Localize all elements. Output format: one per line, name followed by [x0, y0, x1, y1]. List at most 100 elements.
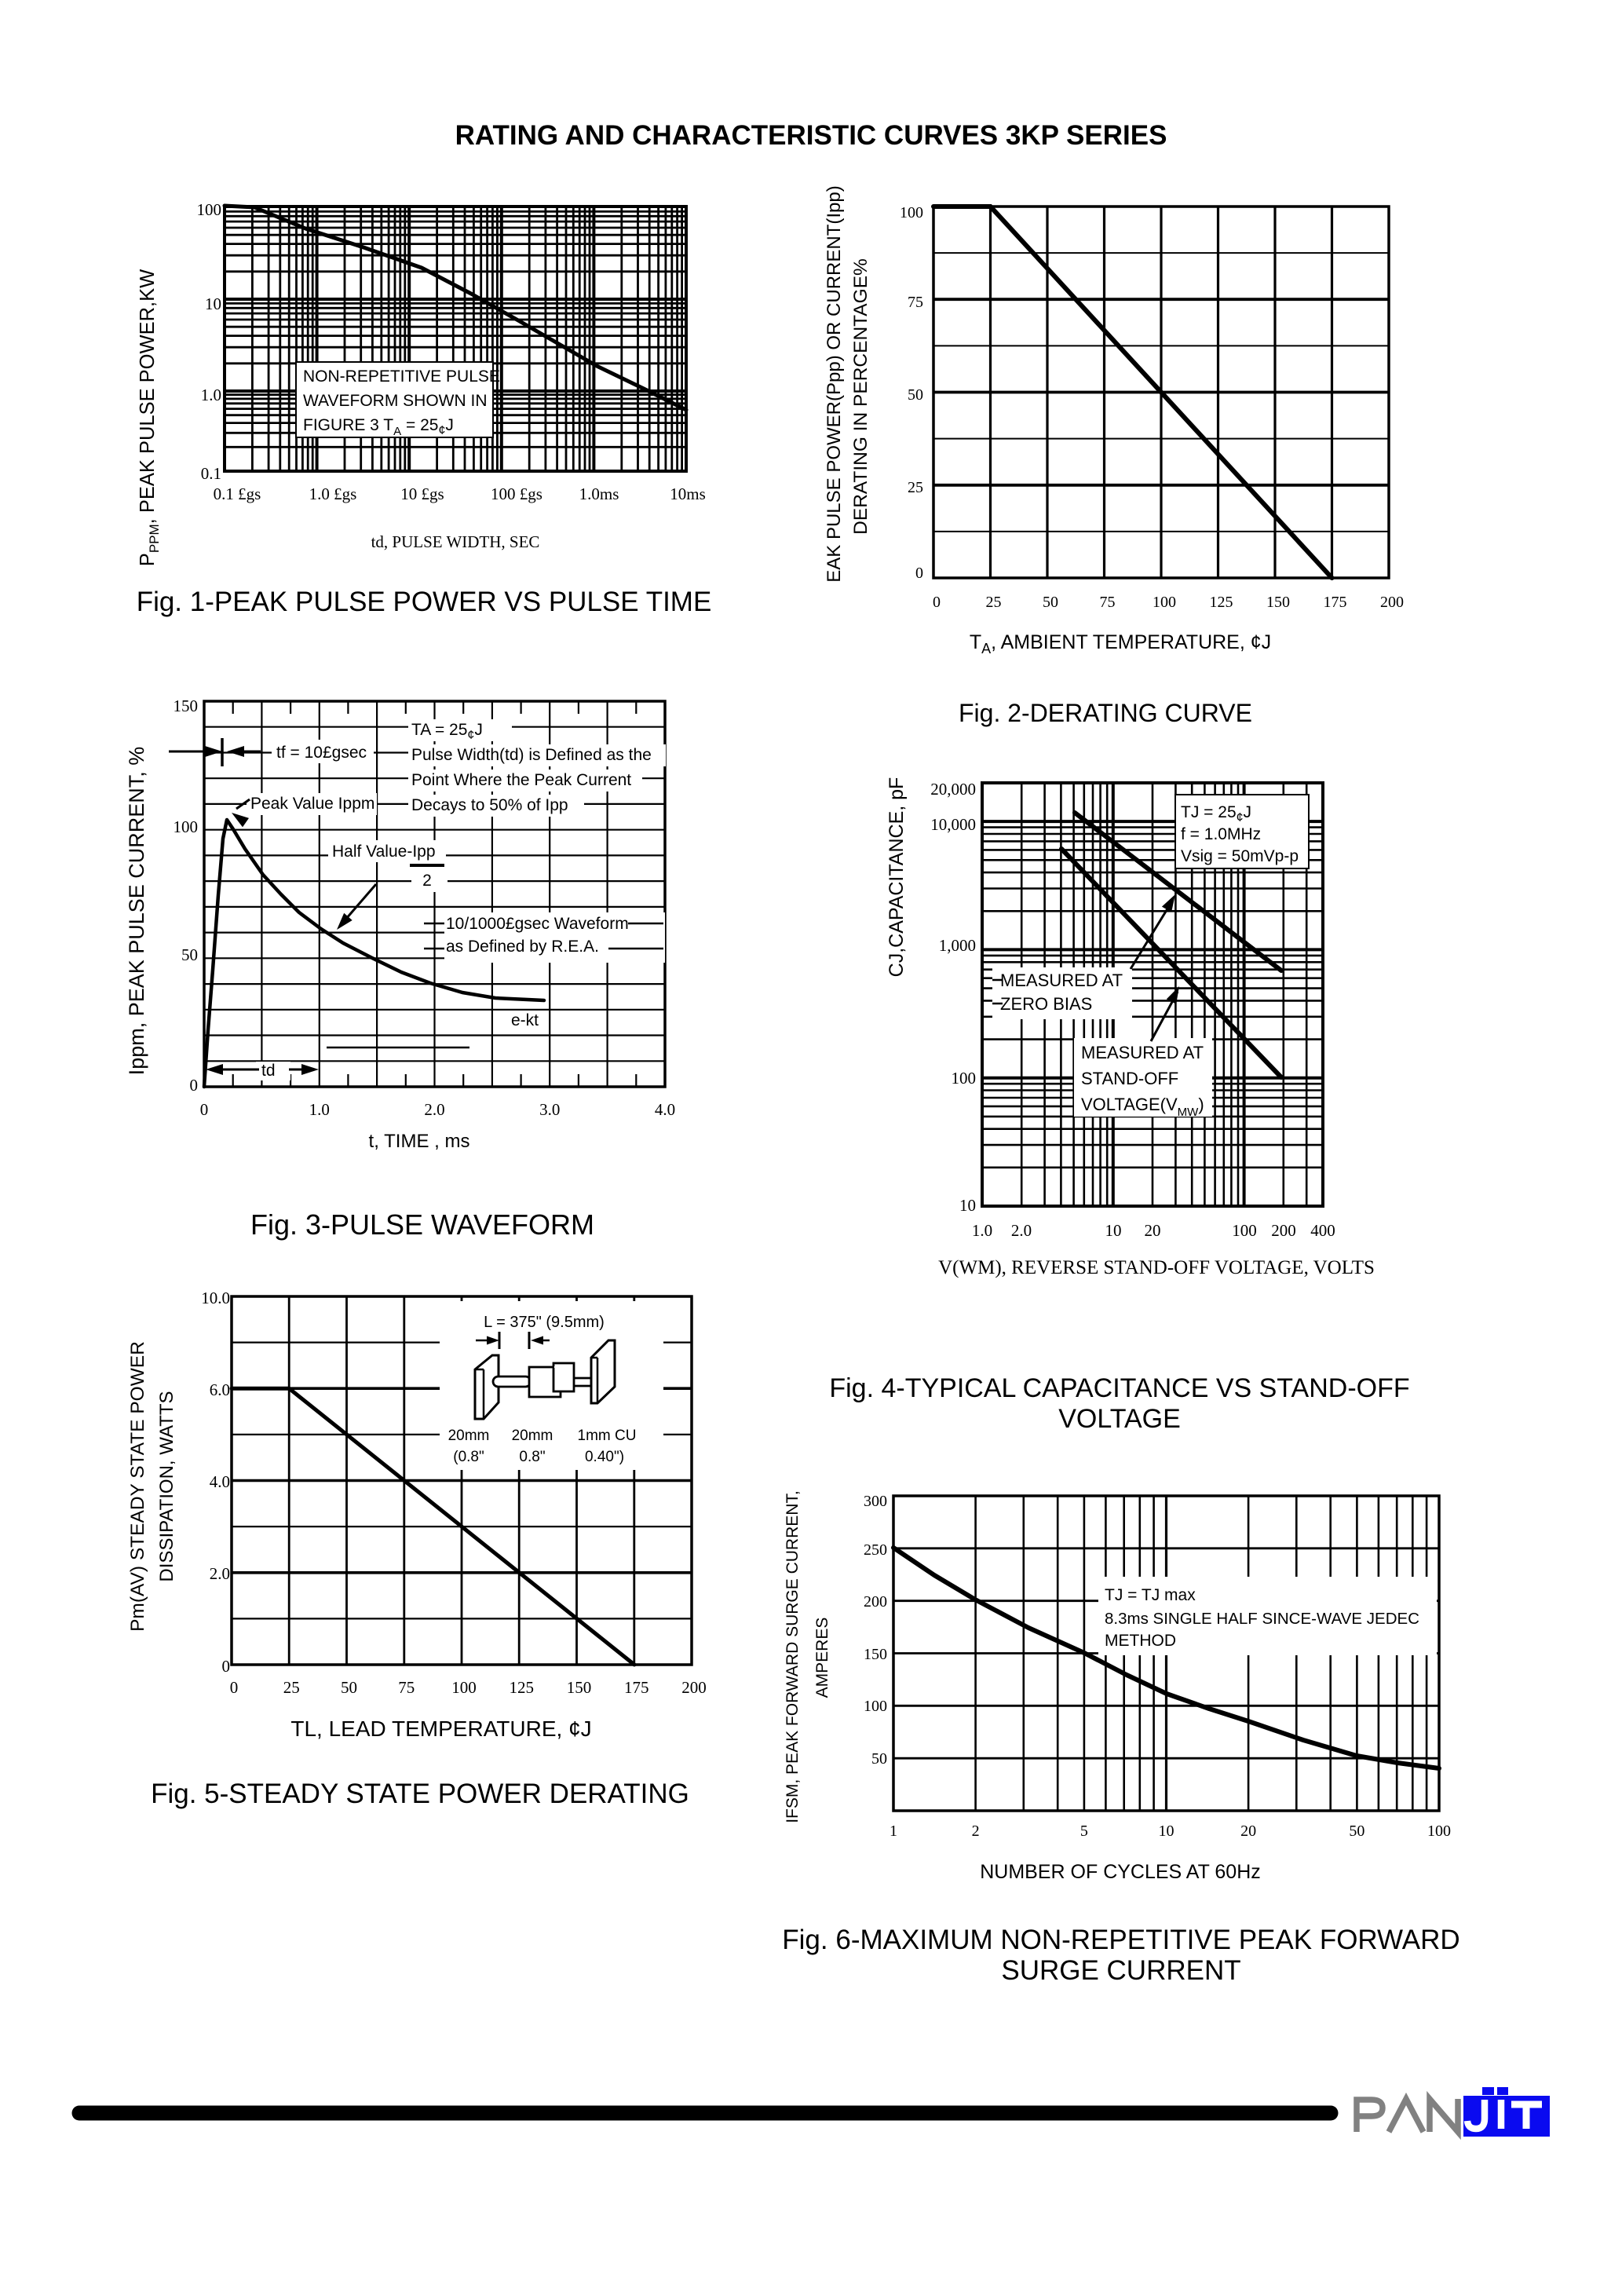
svg-text:250: 250: [864, 1541, 887, 1559]
svg-text:10: 10: [1159, 1823, 1174, 1840]
svg-text:25: 25: [986, 594, 1002, 611]
svg-text:150: 150: [567, 1678, 592, 1697]
svg-text:METHOD: METHOD: [1105, 1632, 1176, 1650]
svg-text:NUMBER OF CYCLES AT 60Hz: NUMBER OF CYCLES AT 60Hz: [980, 1861, 1261, 1883]
svg-text:0: 0: [915, 565, 923, 582]
svg-text:TJ = TJ max: TJ = TJ max: [1105, 1586, 1196, 1604]
svg-text:L = 375" (9.5mm): L = 375" (9.5mm): [484, 1314, 605, 1331]
svg-text:100: 100: [451, 1678, 477, 1697]
svg-text:AMPERES: AMPERES: [813, 1618, 831, 1698]
svg-text:MEASURED AT: MEASURED AT: [1000, 971, 1123, 990]
svg-text:Fig. 5-STEADY STATE POWER DERA: Fig. 5-STEADY STATE POWER DERATING: [151, 1779, 689, 1809]
svg-text:200: 200: [1271, 1221, 1296, 1240]
svg-text:20mm: 20mm: [448, 1428, 490, 1444]
svg-text:100: 100: [1232, 1221, 1257, 1240]
svg-text:V(WM), REVERSE STAND-OFF VOLTA: V(WM), REVERSE STAND-OFF VOLTAGE, VOLTS: [938, 1257, 1375, 1278]
svg-text:NON-REPETITIVE PULSE: NON-REPETITIVE PULSE: [303, 367, 500, 386]
svg-text:1.0: 1.0: [972, 1221, 992, 1240]
svg-text:DISSIPATION, WATTS: DISSIPATION, WATTS: [156, 1391, 177, 1581]
svg-text:50: 50: [1043, 594, 1058, 611]
svg-text:2: 2: [422, 872, 432, 890]
svg-text:PPPM, PEAK PULSE POWER,KW: PPPM, PEAK PULSE POWER,KW: [137, 269, 162, 566]
svg-text:Fig. 2-DERATING CURVE: Fig. 2-DERATING CURVE: [959, 699, 1252, 727]
svg-text:75: 75: [398, 1678, 415, 1697]
svg-text:Fig. 6-MAXIMUM NON-REPETITIVE: Fig. 6-MAXIMUM NON-REPETITIVE PEAK FORWA…: [782, 1925, 1459, 1955]
svg-text:1.0: 1.0: [309, 1100, 330, 1119]
svg-text:1,000: 1,000: [939, 936, 976, 955]
svg-text:125: 125: [1210, 594, 1233, 611]
svg-text:EAK PULSE POWER(Ppp) OR CURREN: EAK PULSE POWER(Ppp) OR CURRENT(Ipp): [824, 185, 845, 582]
svg-text:Fig. 4-TYPICAL CAPACITANCE VS: Fig. 4-TYPICAL CAPACITANCE VS STAND-OFF: [829, 1373, 1409, 1403]
svg-text:Fig. 1-PEAK PULSE POWER VS PUL: Fig. 1-PEAK PULSE POWER VS PULSE TIME: [137, 587, 712, 617]
svg-text:200: 200: [1380, 594, 1404, 611]
svg-text:50: 50: [871, 1750, 887, 1768]
svg-text:20: 20: [1240, 1823, 1256, 1840]
svg-text:400: 400: [1310, 1221, 1335, 1240]
svg-text:td, PULSE WIDTH, SEC: td, PULSE WIDTH, SEC: [371, 532, 540, 551]
svg-text:0: 0: [933, 594, 941, 611]
svg-text:150: 150: [174, 696, 199, 715]
svg-text:75: 75: [1100, 594, 1116, 611]
svg-text:0.1: 0.1: [201, 464, 221, 483]
svg-text:175: 175: [624, 1678, 649, 1697]
svg-text:10/1000£gsec Waveform: 10/1000£gsec Waveform: [446, 915, 629, 933]
svg-text:Decays to 50% of Ipp: Decays to 50% of Ipp: [411, 796, 568, 814]
svg-text:RATING AND CHARACTERISTIC CURV: RATING AND CHARACTERISTIC CURVES 3KP SER…: [455, 120, 1167, 151]
svg-text:100: 100: [174, 817, 199, 836]
svg-text:Vsig = 50mVp-p: Vsig = 50mVp-p: [1181, 847, 1299, 865]
svg-text:1.0: 1.0: [201, 386, 221, 404]
svg-text:100: 100: [900, 204, 923, 221]
svg-text:WAVEFORM SHOWN IN: WAVEFORM SHOWN IN: [303, 392, 488, 410]
svg-text:1.0ms: 1.0ms: [579, 484, 619, 503]
svg-text:0: 0: [222, 1657, 231, 1676]
svg-text:3.0: 3.0: [539, 1100, 560, 1119]
svg-text:50: 50: [908, 386, 923, 404]
svg-text:5: 5: [1080, 1823, 1088, 1840]
svg-text:75: 75: [908, 294, 923, 311]
svg-text:2.0: 2.0: [1011, 1221, 1032, 1240]
svg-text:0.8": 0.8": [519, 1449, 545, 1465]
svg-text:200: 200: [864, 1593, 887, 1610]
svg-text:Ippm, PEAK PULSE CURRENT, %: Ippm, PEAK PULSE CURRENT, %: [125, 747, 148, 1076]
svg-text:125: 125: [509, 1678, 534, 1697]
svg-text:100: 100: [864, 1698, 887, 1715]
svg-text:Pulse Width(td) is Defined as: Pulse Width(td) is Defined as the: [411, 746, 652, 764]
svg-text:10.0: 10.0: [201, 1289, 230, 1307]
svg-text:TL, LEAD TEMPERATURE, ¢J: TL, LEAD TEMPERATURE, ¢J: [290, 1717, 591, 1741]
svg-text:4.0: 4.0: [210, 1472, 230, 1491]
svg-text:(0.8": (0.8": [453, 1449, 484, 1465]
svg-text:Half Value-Ipp: Half Value-Ipp: [332, 843, 436, 861]
svg-text:20,000: 20,000: [930, 780, 976, 799]
svg-text:0.1 £gs: 0.1 £gs: [214, 484, 261, 503]
svg-text:TA, AMBIENT TEMPERATURE, ¢J: TA, AMBIENT TEMPERATURE, ¢J: [970, 631, 1271, 656]
svg-text:4.0: 4.0: [655, 1100, 675, 1119]
svg-text:200: 200: [681, 1678, 707, 1697]
svg-text:f = 1.0MHz: f = 1.0MHz: [1181, 825, 1261, 843]
svg-text:100: 100: [1427, 1823, 1451, 1840]
svg-text:FIGURE 3 TA = 25¢J: FIGURE 3 TA = 25¢J: [303, 416, 454, 438]
svg-text:300: 300: [864, 1493, 887, 1510]
svg-text:25: 25: [283, 1678, 300, 1697]
svg-text:as Defined by R.E.A.: as Defined by R.E.A.: [446, 938, 599, 956]
svg-text:150: 150: [864, 1646, 887, 1663]
svg-text:IFSM, PEAK FORWARD SURGE CURRE: IFSM, PEAK FORWARD SURGE CURRENT,: [784, 1490, 802, 1823]
svg-text:100: 100: [952, 1069, 977, 1088]
svg-text:0: 0: [230, 1678, 239, 1697]
svg-text:2: 2: [972, 1823, 980, 1840]
svg-text:10: 10: [1105, 1221, 1122, 1240]
svg-text:Fig. 3-PULSE WAVEFORM: Fig. 3-PULSE WAVEFORM: [250, 1208, 594, 1241]
svg-text:50: 50: [181, 945, 198, 964]
svg-text:t, TIME , ms: t, TIME , ms: [369, 1131, 470, 1152]
svg-text:MEASURED AT: MEASURED AT: [1081, 1043, 1204, 1062]
svg-text:50: 50: [341, 1678, 357, 1697]
svg-text:150: 150: [1266, 594, 1290, 611]
svg-text:1.0 £gs: 1.0 £gs: [309, 484, 357, 503]
svg-text:0: 0: [190, 1076, 199, 1095]
svg-text:6.0: 6.0: [210, 1380, 230, 1399]
svg-text:50: 50: [1349, 1823, 1364, 1840]
svg-text:VOLTAGE: VOLTAGE: [1058, 1404, 1181, 1434]
svg-text:25: 25: [908, 479, 923, 496]
svg-text:20mm: 20mm: [512, 1428, 553, 1444]
svg-text:1mm CU: 1mm CU: [578, 1428, 637, 1444]
svg-text:20: 20: [1145, 1221, 1161, 1240]
